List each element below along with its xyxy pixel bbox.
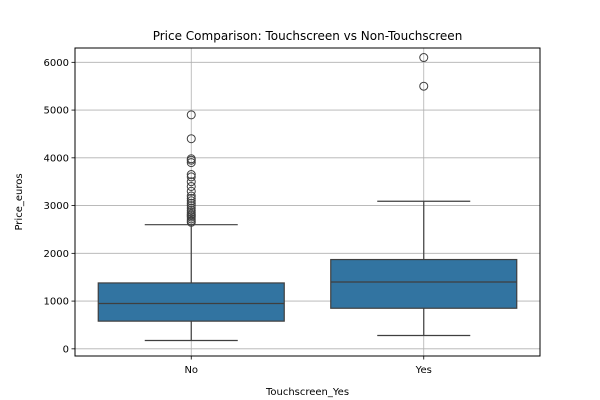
outlier-point <box>186 191 196 201</box>
outlier-point <box>419 81 429 91</box>
axis-ticks: 0 1000 2000 3000 4000 5000 6000 No Yes <box>44 58 432 376</box>
outlier-point <box>186 158 196 168</box>
y-tick-label: 3000 <box>44 201 69 212</box>
outlier-point <box>186 201 196 211</box>
y-tick-label: 6000 <box>44 58 69 69</box>
outlier-point <box>186 134 196 144</box>
outlier-point <box>186 154 196 164</box>
chart-title: Price Comparison: Touchscreen vs Non-Tou… <box>153 29 463 43</box>
y-tick-label: 2000 <box>44 249 69 260</box>
outlier-point <box>186 110 196 120</box>
iqr-box <box>330 258 518 309</box>
x-tick-label: No <box>184 365 198 376</box>
y-tick-label: 4000 <box>44 153 69 164</box>
outlier-point <box>186 196 196 206</box>
box-series <box>97 53 518 342</box>
outlier-point <box>186 193 196 203</box>
y-tick-label: 0 <box>63 344 69 355</box>
iqr-box <box>97 282 285 322</box>
plot-frame <box>74 47 541 357</box>
y-tick-label: 1000 <box>44 297 69 308</box>
outlier-point <box>186 170 196 180</box>
outlier-point <box>186 177 196 187</box>
outlier-point <box>186 205 196 215</box>
outlier-point <box>186 203 196 213</box>
outlier-point <box>186 172 196 182</box>
outlier-point <box>186 181 196 191</box>
x-axis-label: Touchscreen_Yes <box>265 387 349 398</box>
y-tick-label: 5000 <box>44 106 69 117</box>
y-axis-label: Price_euros <box>14 173 25 230</box>
outlier-point <box>419 53 429 63</box>
x-tick-label: Yes <box>415 365 432 376</box>
outlier-point <box>186 198 196 208</box>
outlier-point <box>186 186 196 196</box>
